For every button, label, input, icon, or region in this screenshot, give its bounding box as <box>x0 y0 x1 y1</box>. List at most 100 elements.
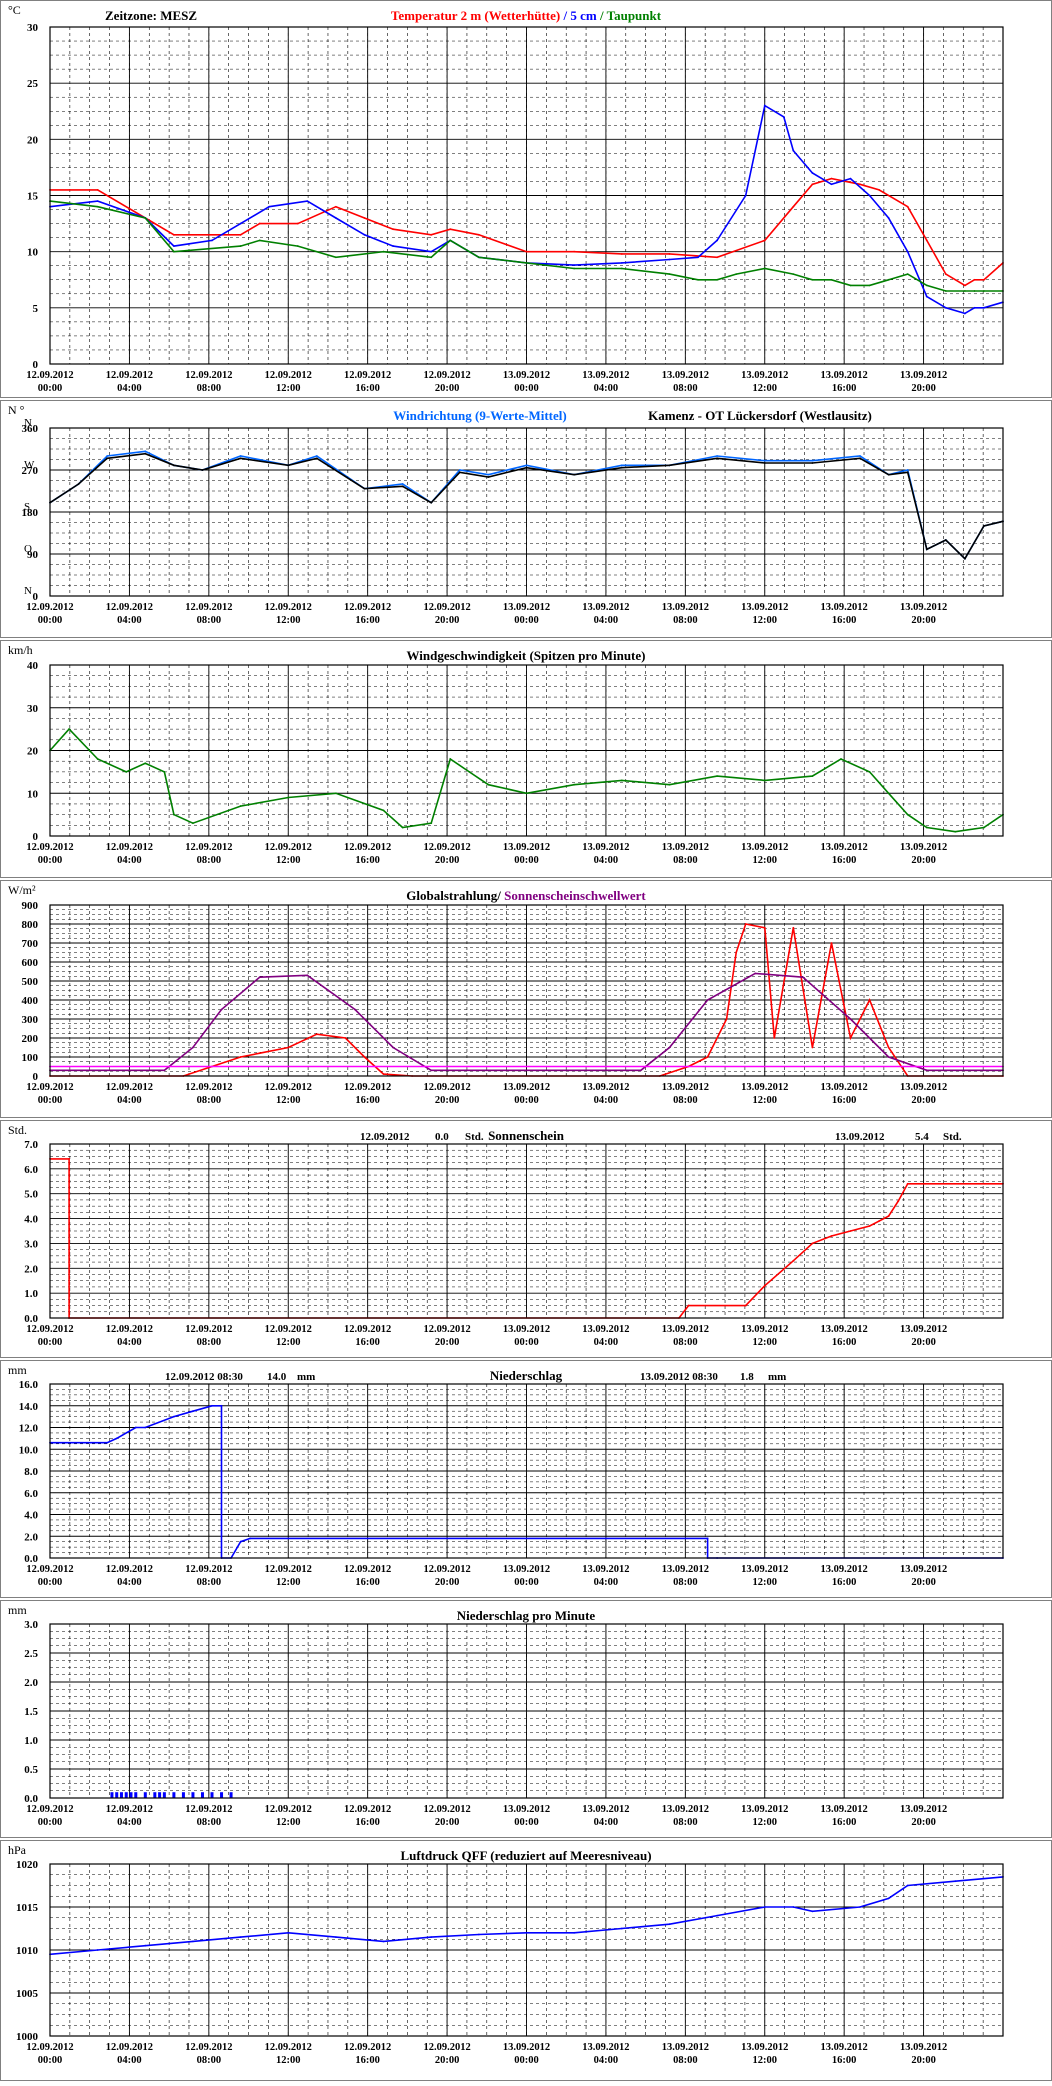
x-tick-time: 16:00 <box>355 1817 380 1828</box>
data-point <box>763 267 766 270</box>
y-unit-label: mm <box>8 1603 27 1617</box>
data-point <box>287 1931 290 1934</box>
y-tick-label: 0.0 <box>24 1793 38 1805</box>
x-tick-time: 20:00 <box>435 2055 460 2066</box>
x-tick-time: 08:00 <box>197 615 222 626</box>
data-point <box>963 290 966 292</box>
x-tick-time: 04:00 <box>594 1095 619 1106</box>
data-point <box>172 813 175 816</box>
data-point <box>144 1944 147 1947</box>
x-tick-time: 16:00 <box>832 855 857 866</box>
data-point <box>382 250 385 253</box>
x-tick-time: 20:00 <box>911 855 936 866</box>
data-point <box>906 1182 909 1185</box>
x-tick-time: 04:00 <box>594 855 619 866</box>
data-point <box>973 278 976 281</box>
data-point <box>983 290 985 292</box>
x-tick-date: 13.09.2012 <box>821 1564 868 1575</box>
data-point <box>430 256 433 259</box>
x-tick-date: 13.09.2012 <box>741 370 788 381</box>
x-tick-date: 12.09.2012 <box>106 1324 153 1335</box>
x-tick-date: 12.09.2012 <box>265 602 312 613</box>
x-tick-date: 13.09.2012 <box>582 1564 629 1575</box>
x-tick-date: 13.09.2012 <box>900 1082 947 1093</box>
y-tick-label: 500 <box>22 976 39 988</box>
data-point <box>125 770 128 773</box>
x-tick-time: 16:00 <box>355 855 380 866</box>
x-tick-time: 16:00 <box>832 383 857 394</box>
data-point <box>315 457 318 460</box>
data-point <box>983 525 985 527</box>
data-point <box>763 779 766 782</box>
x-tick-time: 04:00 <box>117 1095 142 1106</box>
x-tick-time: 20:00 <box>435 615 460 626</box>
x-tick-time: 16:00 <box>355 2055 380 2066</box>
data-point <box>335 205 337 208</box>
x-tick-date: 13.09.2012 <box>662 1804 709 1815</box>
data-point <box>763 926 766 929</box>
y-tick-label: 1020 <box>16 1859 39 1871</box>
x-tick-date: 13.09.2012 <box>741 1082 788 1093</box>
data-point <box>782 115 785 118</box>
data-point <box>392 245 394 247</box>
chart-title-part: / <box>560 8 570 23</box>
data-point <box>925 284 928 287</box>
data-point <box>401 826 404 829</box>
data-point <box>906 469 909 471</box>
x-tick-time: 00:00 <box>514 855 539 866</box>
plot-border <box>49 1143 1004 1319</box>
data-point <box>983 278 985 281</box>
annotation-left-value: 0.0 <box>435 1131 449 1143</box>
data-point <box>620 267 623 270</box>
x-tick-date: 12.09.2012 <box>423 1804 470 1815</box>
data-point <box>392 1046 394 1049</box>
y-tick-label: 0.0 <box>24 1313 38 1325</box>
data-point <box>382 1940 385 1943</box>
data-point <box>716 239 718 242</box>
data-point <box>887 1897 890 1900</box>
y-tick-label: 14.0 <box>19 1401 39 1413</box>
plot-border <box>49 26 1004 365</box>
x-tick-time: 04:00 <box>117 1817 142 1828</box>
x-tick-date: 12.09.2012 <box>344 1804 391 1815</box>
y-tick-label: 900 <box>22 900 39 912</box>
x-tick-date: 13.09.2012 <box>503 842 550 853</box>
y-tick-label: 15 <box>27 191 39 203</box>
data-point <box>573 473 576 476</box>
data-point <box>849 177 852 180</box>
x-tick-time: 00:00 <box>514 383 539 394</box>
y-unit-label: hPa <box>8 1843 27 1857</box>
x-tick-time: 04:00 <box>594 615 619 626</box>
data-point <box>258 976 261 979</box>
y-tick-label: 270 <box>22 465 39 477</box>
x-tick-time: 20:00 <box>435 855 460 866</box>
x-tick-date: 13.09.2012 <box>662 2042 709 2053</box>
chart-title-part: Taupunkt <box>607 8 662 23</box>
data-point <box>172 464 175 467</box>
x-tick-time: 04:00 <box>117 1577 142 1588</box>
data-point <box>954 1880 957 1883</box>
x-tick-date: 12.09.2012 <box>106 2042 153 2053</box>
x-tick-date: 13.09.2012 <box>503 602 550 613</box>
x-tick-date: 12.09.2012 <box>423 2042 470 2053</box>
y-tick-label: 10 <box>27 788 39 800</box>
data-point <box>697 278 699 281</box>
annotation-left-unit: Std. <box>465 1131 484 1143</box>
y-tick-label: 0 <box>33 831 39 843</box>
data-point <box>477 1933 480 1936</box>
data-point <box>763 459 766 462</box>
x-tick-time: 04:00 <box>594 1337 619 1348</box>
x-tick-time: 12:00 <box>753 2055 778 2066</box>
data-point <box>363 217 366 219</box>
chart-panel-2: 0 90 180 270 360 12.09.2012 00:00 12.09.2012 04:… <box>0 400 1052 638</box>
data-point <box>344 1037 347 1039</box>
data-point <box>925 295 928 298</box>
x-tick-date: 13.09.2012 <box>741 602 788 613</box>
data-point <box>96 205 99 208</box>
x-tick-date: 13.09.2012 <box>821 602 868 613</box>
x-tick-time: 20:00 <box>911 1095 936 1106</box>
data-point <box>192 822 194 825</box>
series-line <box>50 972 1003 1072</box>
y-tick-label: 4.0 <box>24 1214 38 1226</box>
